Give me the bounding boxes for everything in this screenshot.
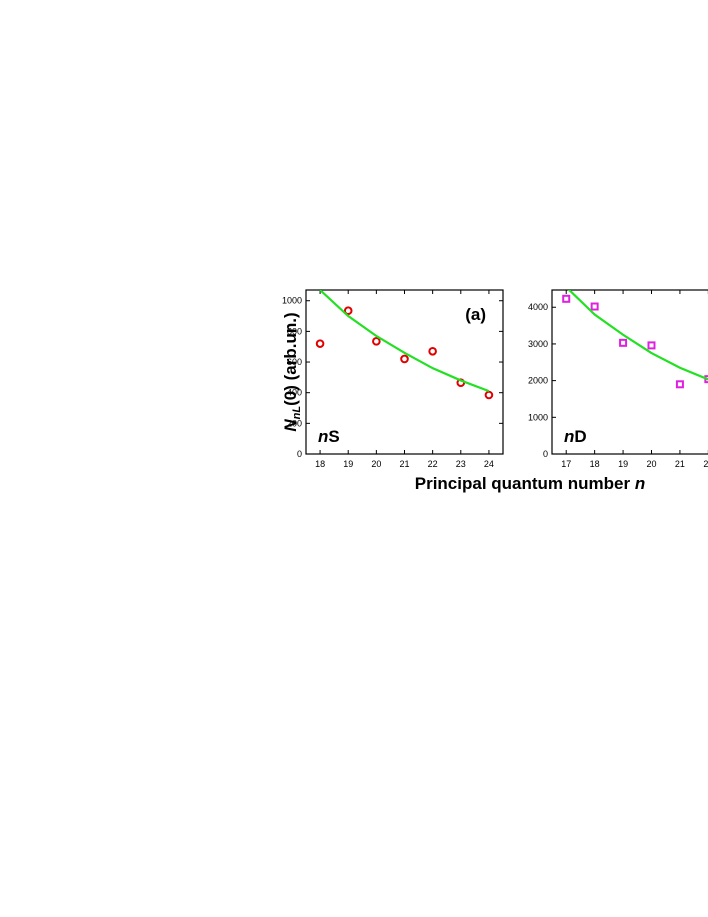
data-point [343,306,353,315]
x-axis-label: Principal quantum number n [415,474,645,493]
data-point [675,380,684,389]
x-label-symbol: n [635,474,645,493]
y-tick-label: 2000 [528,376,548,386]
x-tick-label: 17 [561,459,571,469]
y-label-symbol: N [281,419,300,432]
x-label-text: Principal quantum number [415,474,635,493]
y-tick-label: 1000 [528,412,548,422]
x-tick-label: 18 [590,459,600,469]
panel-annotation: nS [318,427,340,446]
data-point [372,337,381,346]
x-tick-label: 19 [343,459,353,469]
x-tick-label: 19 [618,459,628,469]
panel-annotation: nD [564,427,587,446]
annotation-text: S [328,427,339,446]
x-tick-label: 21 [675,459,685,469]
panel-label: (a) [465,305,486,324]
data-point [562,294,571,303]
y-tick-label: 0 [543,449,548,459]
fit-line [567,290,708,381]
y-label-text: (0) (arb.un.) [281,312,300,406]
y-tick-label: 200 [287,418,302,428]
data-point [315,339,325,348]
y-tick-label: 4000 [528,302,548,312]
x-tick-label: 24 [484,459,494,469]
data-point [484,390,494,400]
y-tick-label: 0 [297,449,302,459]
x-tick-label: 22 [703,459,708,469]
fit-line [319,290,490,393]
x-tick-label: 20 [646,459,656,469]
annotation-italic: n [564,427,574,446]
plot-frame [551,289,708,455]
annotation-italic: n [318,427,328,446]
x-tick-label: 20 [371,459,381,469]
data-point [647,341,656,350]
x-tick-label: 21 [399,459,409,469]
y-axis-label: NnL(0) (arb.un.) [281,312,303,431]
y-tick-label: 600 [287,357,302,367]
plot-area [315,290,494,400]
panel: 0 200 400 600 800 1000 18 19 20 21 22 23 24 (a) nS [282,289,504,469]
y-tick-label: 800 [287,326,302,336]
data-point [590,302,599,311]
panel: 0 1000 2000 3000 4000 17 18 19 20 21 22 nD [528,289,708,469]
plot-area [562,290,708,389]
x-tick-label: 23 [456,459,466,469]
data-point [619,338,628,347]
y-tick-label: 400 [287,388,302,398]
annotation-text: D [574,427,586,446]
data-point [400,354,409,364]
plot-frame [305,289,504,455]
x-tick-label: 22 [428,459,438,469]
x-tick-label: 18 [315,459,325,469]
y-tick-label: 3000 [528,339,548,349]
y-tick-label: 1000 [282,296,302,306]
data-point [428,347,437,356]
y-label-subscript: nL [291,406,303,420]
